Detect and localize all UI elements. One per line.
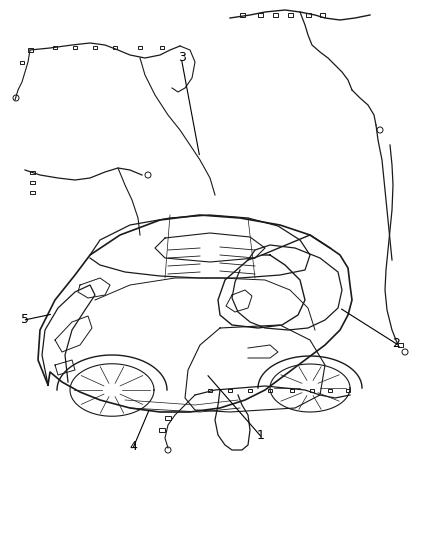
Text: 3: 3 xyxy=(178,51,186,64)
Bar xyxy=(29,171,35,174)
Bar xyxy=(208,389,212,392)
Text: 4: 4 xyxy=(130,440,138,453)
Bar xyxy=(228,389,232,392)
Bar xyxy=(20,61,24,63)
Bar xyxy=(305,13,311,17)
Bar xyxy=(248,389,252,392)
Bar xyxy=(93,45,97,49)
Bar xyxy=(346,389,350,392)
Text: 1: 1 xyxy=(257,430,265,442)
Bar xyxy=(138,45,142,49)
Bar xyxy=(160,45,164,49)
Bar xyxy=(290,389,294,392)
Bar xyxy=(268,389,272,392)
Bar xyxy=(53,45,57,49)
Bar xyxy=(240,13,244,17)
Bar xyxy=(113,45,117,49)
Text: 5: 5 xyxy=(21,313,29,326)
Bar xyxy=(73,45,77,49)
Bar xyxy=(328,389,332,392)
Bar xyxy=(398,343,403,347)
Bar xyxy=(258,13,262,17)
Bar xyxy=(287,13,293,17)
Bar xyxy=(272,13,278,17)
Bar xyxy=(28,48,32,52)
Bar xyxy=(29,181,35,183)
Bar xyxy=(159,428,165,432)
Bar xyxy=(319,13,325,17)
Text: 2: 2 xyxy=(392,337,400,350)
Bar xyxy=(165,416,171,420)
Bar xyxy=(29,190,35,193)
Bar xyxy=(310,389,314,392)
